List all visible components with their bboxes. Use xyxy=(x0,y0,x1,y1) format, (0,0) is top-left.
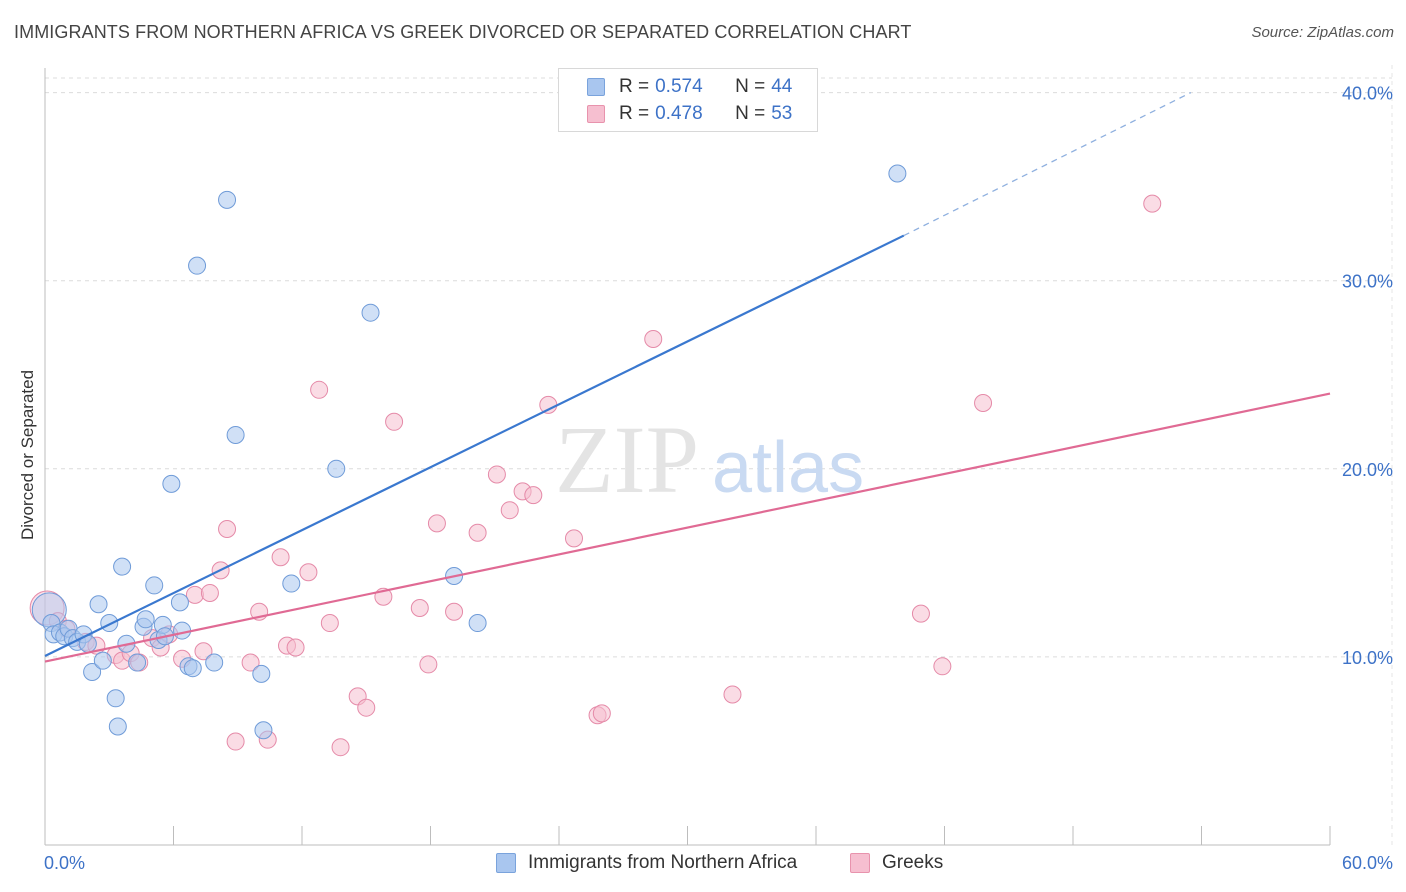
legend-r-label: R = xyxy=(619,103,650,124)
point-greeks xyxy=(185,585,204,604)
bottom-legend-immigrants: Immigrants from Northern Africa xyxy=(496,852,797,874)
point-greeks xyxy=(218,520,237,538)
point-greeks xyxy=(271,548,290,567)
y-tick-label: 40.0% xyxy=(1342,84,1393,104)
point-immigrants xyxy=(188,256,207,275)
legend-r-value: 0.478 xyxy=(655,103,703,124)
trendlines xyxy=(44,92,1331,663)
legend-n-value: 53 xyxy=(771,103,793,124)
point-greeks xyxy=(524,486,543,505)
point-greeks xyxy=(911,604,930,623)
point-greeks xyxy=(299,563,318,582)
legend-n-label: N = xyxy=(735,76,766,97)
y-tick-label: 10.0% xyxy=(1342,648,1393,668)
point-immigrants xyxy=(145,576,164,595)
point-greeks xyxy=(468,523,487,542)
point-immigrants xyxy=(173,621,192,640)
legend-swatch-immigrants xyxy=(587,78,605,96)
y-tick-label: 30.0% xyxy=(1342,272,1393,292)
bottom-legend-label: Greeks xyxy=(882,852,944,873)
source-label: Source: ZipAtlas.com xyxy=(1251,24,1394,41)
point-immigrants xyxy=(183,659,202,678)
point-greeks xyxy=(200,583,219,602)
legend-n-value: 44 xyxy=(771,76,793,97)
trendline-immigrants xyxy=(44,234,905,657)
point-greeks xyxy=(385,412,404,431)
x-tick-label: 60.0% xyxy=(1342,853,1393,873)
point-immigrants xyxy=(106,689,125,708)
point-immigrants xyxy=(282,574,301,593)
point-immigrants xyxy=(226,425,245,444)
legend-n-label: N = xyxy=(735,103,766,124)
bottom-legend-greeks: Greeks xyxy=(850,852,943,874)
watermark-atlas: atlas xyxy=(712,428,864,508)
point-immigrants xyxy=(136,610,155,629)
point-greeks xyxy=(410,599,429,617)
point-greeks xyxy=(331,738,350,757)
y-axis-label: Divorced or Separated xyxy=(18,370,37,540)
point-greeks xyxy=(500,501,519,520)
point-immigrants xyxy=(93,651,112,670)
point-greeks xyxy=(445,602,464,621)
point-immigrants xyxy=(327,459,346,478)
point-immigrants xyxy=(89,595,108,614)
axes xyxy=(44,68,1331,846)
point-greeks xyxy=(320,614,339,633)
bottom-legend-swatch-immigrants xyxy=(496,853,516,873)
tick-labels: 10.0% 20.0% 30.0% 40.0% 0.0% 60.0% xyxy=(44,84,1393,873)
watermark: ZIP atlas xyxy=(555,406,864,513)
point-immigrants xyxy=(100,614,119,633)
point-immigrants xyxy=(83,662,102,681)
legend-row-immigrants: R = 0.574 N = 44 xyxy=(587,74,792,100)
point-greeks xyxy=(419,655,438,674)
legend: R = 0.574 N = 44 R = 0.478 N = 53 xyxy=(558,68,818,132)
chart-title: IMMIGRANTS FROM NORTHERN AFRICA VS GREEK… xyxy=(14,22,912,42)
bottom-legend-swatch-greeks xyxy=(850,853,870,873)
point-greeks xyxy=(487,465,506,484)
point-immigrants xyxy=(361,303,380,322)
point-greeks xyxy=(1143,194,1162,213)
point-greeks xyxy=(592,704,611,723)
point-immigrants xyxy=(128,653,147,672)
point-greeks xyxy=(723,685,742,704)
trendline-immigrants-extension xyxy=(903,92,1192,237)
point-immigrants xyxy=(205,653,224,672)
bottom-legend: Immigrants from Northern Africa Greeks xyxy=(0,852,1406,878)
point-greeks xyxy=(357,698,376,717)
point-immigrants xyxy=(888,164,907,183)
point-greeks xyxy=(241,653,260,672)
gridlines xyxy=(45,65,1393,845)
point-greeks xyxy=(427,514,446,533)
trendline-greeks xyxy=(44,392,1331,663)
point-greeks xyxy=(974,393,993,412)
legend-row-greeks: R = 0.478 N = 53 xyxy=(587,101,792,127)
point-greeks xyxy=(310,380,329,399)
point-immigrants xyxy=(108,717,127,736)
watermark-zip: ZIP xyxy=(555,406,699,513)
legend-r-value: 0.574 xyxy=(655,76,703,97)
legend-swatch-greeks xyxy=(587,105,605,123)
point-immigrants xyxy=(468,614,487,633)
point-greeks xyxy=(286,638,305,657)
point-greeks xyxy=(644,330,663,349)
point-greeks xyxy=(933,657,952,676)
point-greeks xyxy=(194,642,213,661)
point-greeks xyxy=(226,732,245,751)
point-immigrants xyxy=(218,190,237,209)
point-immigrants xyxy=(170,593,189,612)
point-immigrants xyxy=(113,557,132,576)
point-greeks xyxy=(564,529,583,548)
y-tick-label: 20.0% xyxy=(1342,460,1393,480)
legend-r-label: R = xyxy=(619,76,650,97)
x-tick-label: 0.0% xyxy=(44,853,85,873)
point-immigrants xyxy=(162,474,181,493)
point-immigrants xyxy=(252,664,271,683)
bottom-legend-label: Immigrants from Northern Africa xyxy=(528,852,798,873)
point-immigrants xyxy=(254,721,273,740)
